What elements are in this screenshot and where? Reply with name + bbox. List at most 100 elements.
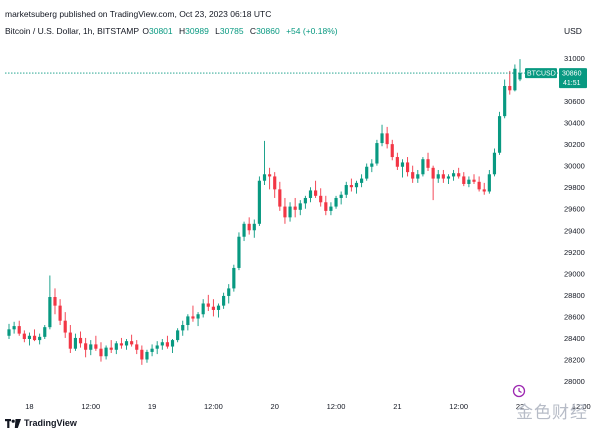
open-label: O	[142, 26, 149, 36]
candle-body	[441, 174, 445, 179]
change-value: +54 (+0.18%)	[286, 26, 338, 36]
candle	[84, 337, 88, 358]
candle	[380, 124, 384, 147]
candle-body	[262, 174, 267, 181]
candle-body	[140, 349, 144, 360]
candle-body	[135, 344, 139, 350]
candle	[150, 344, 154, 357]
candle	[222, 292, 226, 309]
candle	[191, 305, 195, 322]
candle-body	[354, 182, 359, 188]
candle	[12, 321, 16, 334]
publisher-attribution: marketsuberg published on TradingView.co…	[5, 9, 272, 19]
candle-body	[518, 73, 522, 80]
replay-clock-icon[interactable]	[512, 384, 526, 398]
candle-body	[32, 335, 37, 341]
candle	[482, 182, 486, 195]
candle	[145, 349, 149, 363]
candle-body	[344, 185, 348, 195]
candle	[492, 148, 497, 177]
candle-body	[400, 162, 405, 167]
candle-body	[114, 343, 118, 350]
candle	[339, 191, 343, 205]
candle-body	[78, 337, 83, 344]
candle	[119, 337, 124, 349]
candle	[78, 331, 83, 348]
candle	[477, 176, 481, 192]
candle	[232, 264, 236, 292]
y-tick-label: 28800	[564, 291, 585, 300]
ticker-tag-label: BTCUSD	[527, 71, 556, 78]
tradingview-logo-icon	[5, 418, 21, 428]
candle-body	[227, 288, 231, 296]
candle	[216, 303, 221, 318]
candle-body	[380, 133, 384, 144]
candle-body	[446, 176, 451, 179]
candle	[421, 157, 425, 177]
candle	[176, 328, 180, 343]
candle-body	[477, 181, 481, 190]
price-tag-bg	[559, 68, 587, 89]
candle-body	[482, 189, 486, 192]
symbol-legend[interactable]: Bitcoin / U.S. Dollar, 1h, BITSTAMP O308…	[5, 26, 342, 36]
candle-body	[201, 303, 205, 315]
candle	[196, 312, 200, 327]
y-tick-label: 30600	[564, 97, 585, 106]
candle-body	[278, 189, 282, 207]
candle	[395, 152, 399, 170]
candle-body	[150, 348, 154, 352]
candle	[451, 169, 456, 181]
candle-body	[451, 173, 456, 177]
y-tick-label: 28400	[564, 334, 585, 343]
candle	[426, 152, 430, 172]
candle-body	[160, 342, 164, 346]
candle	[247, 217, 251, 235]
candle-body	[334, 197, 338, 207]
candle-body	[43, 327, 47, 337]
candle	[308, 187, 313, 203]
candle-body	[421, 159, 425, 175]
candle-body	[329, 206, 333, 211]
candle-body	[257, 180, 261, 224]
candle	[104, 345, 108, 360]
candle-body	[416, 174, 420, 179]
candle-body	[513, 68, 517, 91]
candle-body	[298, 203, 302, 210]
candle-body	[467, 179, 471, 184]
candle	[324, 195, 328, 216]
candle	[63, 312, 67, 338]
candle-body	[288, 206, 292, 218]
candle-body	[84, 343, 88, 350]
tradingview-logo[interactable]: TradingView	[5, 418, 77, 428]
candle	[268, 167, 272, 190]
currency-label[interactable]: USD	[564, 26, 582, 36]
candle-body	[252, 223, 256, 231]
candle	[140, 345, 144, 365]
candle	[462, 172, 466, 187]
candle-body	[308, 190, 313, 198]
candle-body	[273, 176, 277, 190]
x-tick-label: 12:00	[204, 402, 223, 411]
high-label: H	[179, 26, 186, 36]
open-value: 30801	[149, 26, 173, 36]
candle	[360, 174, 364, 188]
candle	[257, 176, 261, 226]
candle	[262, 140, 267, 186]
candle-body	[324, 202, 328, 211]
ticker-tag-bg	[525, 68, 557, 79]
candle-body	[7, 329, 11, 336]
candle-body	[457, 173, 461, 177]
candle	[400, 159, 405, 178]
low-value: 30785	[219, 26, 244, 36]
candle-body	[196, 314, 200, 319]
candle-body	[395, 157, 399, 167]
candle	[354, 180, 359, 194]
candle-body	[487, 174, 491, 192]
candle	[17, 320, 21, 336]
candle	[411, 165, 415, 183]
candle	[385, 126, 389, 149]
candle	[135, 340, 139, 355]
candle-body	[436, 174, 440, 179]
y-tick-label: 29000	[564, 269, 585, 278]
